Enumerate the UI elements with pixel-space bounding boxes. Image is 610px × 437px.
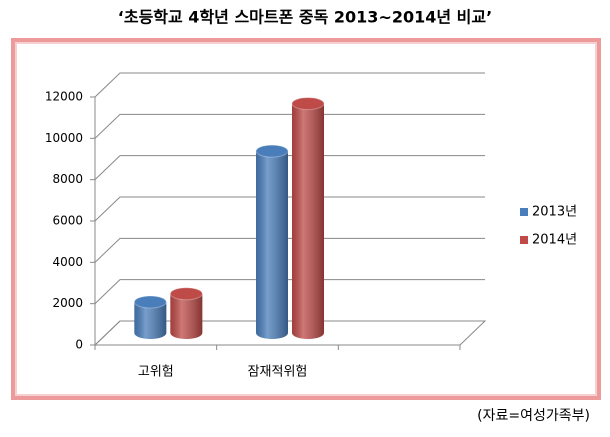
bar-shade — [134, 302, 167, 339]
bar-top — [255, 144, 289, 158]
bar-shade — [292, 103, 324, 339]
legend-label: 2014년 — [532, 233, 577, 248]
bar-shade — [170, 293, 203, 339]
y-tick-label: 10000 — [45, 131, 83, 145]
grid-line — [94, 113, 485, 139]
bar-shade — [256, 151, 288, 339]
y-tick-label: 2000 — [52, 296, 83, 310]
bar-top — [169, 287, 203, 301]
grid-line — [94, 279, 485, 305]
x-tick-label: 잠재적위험 — [248, 365, 308, 380]
grid-line — [94, 155, 485, 181]
x-tick-label: 고위험 — [138, 365, 174, 380]
grid-line — [94, 196, 485, 222]
source: (자료=여성가족부) — [477, 408, 590, 424]
y-tick-label: 6000 — [52, 214, 83, 228]
grid-line — [94, 72, 485, 98]
y-tick-label: 8000 — [52, 172, 83, 186]
grid-line — [94, 320, 485, 346]
grid-line — [94, 237, 485, 263]
bar-top — [291, 97, 325, 111]
bar-top — [133, 295, 167, 309]
y-tick-label: 12000 — [45, 90, 83, 104]
chart-frame-inner — [15, 42, 597, 396]
legend-swatch — [520, 208, 528, 216]
y-tick-label: 4000 — [52, 255, 83, 269]
chart-title: ‘초등학교 4학년 스마트폰 중독 2013~2014년 비교’ — [118, 8, 492, 27]
y-tick-label: 0 — [75, 338, 83, 352]
legend-swatch — [520, 236, 528, 244]
legend-label: 2013년 — [532, 205, 577, 220]
